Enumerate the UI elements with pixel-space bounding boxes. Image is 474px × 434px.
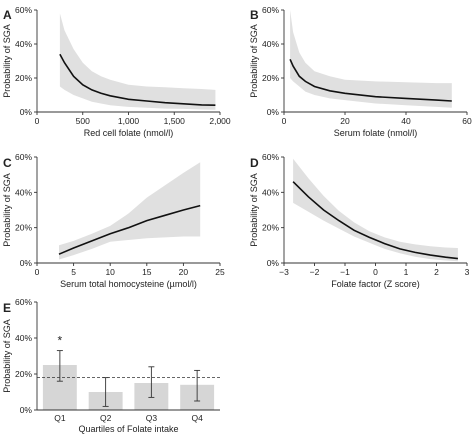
y-axis-label: Probability of SGA (2, 173, 12, 247)
x-tick-label: 3 (465, 267, 470, 277)
y-tick-label: 40% (262, 187, 279, 197)
panel-c: C 0% 20% 40% 60% 0 5 10 15 20 25 Serum total homocy… (2, 152, 225, 289)
fitted-curve (292, 181, 458, 260)
y-tick-label: 40% (15, 187, 32, 197)
x-tick-label: 20 (179, 267, 189, 277)
x-tick-label: 1 (404, 267, 409, 277)
x-tick-label: 0 (35, 267, 40, 277)
y-tick-label: 0% (267, 258, 280, 268)
fitted-curve (58, 204, 201, 255)
y-axis-label: Probability of SGA (249, 173, 259, 247)
x-tick-label: Q2 (100, 413, 112, 423)
y-tick-label: 0% (267, 107, 280, 117)
confidence-band (293, 158, 458, 262)
y-tick-label: 0% (20, 405, 33, 415)
x-tick-label: 0 (282, 116, 287, 126)
x-tick-label: −1 (340, 267, 350, 277)
x-tick-label: 15 (142, 267, 152, 277)
x-tick-label: 1,500 (164, 116, 186, 126)
x-tick-label: 10 (105, 267, 115, 277)
panel-letter: E (3, 301, 11, 315)
x-axis-label: Folate factor (Z score) (331, 279, 420, 289)
panel-b: B 0% 20% 40% 60% 0 20 40 60 Serum folate (nmol/l)… (249, 5, 472, 138)
x-tick-label: 0 (35, 116, 40, 126)
y-axis-label: Probability of SGA (2, 319, 12, 393)
y-tick-label: 0% (20, 107, 33, 117)
fitted-curve (59, 53, 216, 106)
panel-letter: A (3, 8, 12, 22)
panel-letter: B (250, 8, 259, 22)
x-tick-label: 60 (462, 116, 472, 126)
x-tick-label: −2 (310, 267, 320, 277)
y-tick-label: 20% (15, 369, 32, 379)
y-tick-label: 20% (262, 223, 279, 233)
panel-letter: D (250, 156, 259, 170)
x-tick-label: 0 (373, 267, 378, 277)
significance-marker: * (58, 334, 63, 348)
x-tick-label: Q4 (191, 413, 203, 423)
y-tick-label: 60% (15, 5, 32, 15)
y-tick-label: 20% (262, 73, 279, 83)
x-tick-label: −3 (279, 267, 289, 277)
y-tick-label: 60% (262, 5, 279, 15)
x-tick-label: Q1 (54, 413, 66, 423)
y-tick-label: 40% (262, 39, 279, 49)
x-tick-label: 20 (340, 116, 350, 126)
x-axis-label: Quartiles of Folate intake (78, 424, 178, 434)
y-tick-label: 40% (15, 39, 32, 49)
confidence-band (59, 162, 201, 260)
panel-e: E * Q1 Q2 Q3 Q4 0% 20% 40% 60% Quartiles of Folate… (2, 297, 220, 434)
y-axis-label: Probability of SGA (2, 24, 12, 98)
y-tick-label: 20% (15, 73, 32, 83)
x-tick-label: 25 (215, 267, 225, 277)
x-tick-label: 5 (71, 267, 76, 277)
x-axis-label: Serum total homocysteine (µmol/l) (60, 279, 197, 289)
panel-letter: C (3, 156, 12, 170)
fitted-curve (289, 58, 452, 102)
panel-a: A 0% 20% 40% 60% 0 500 1,000 1,500 2,000 Red cell … (2, 5, 231, 138)
confidence-band (290, 10, 452, 108)
x-tick-label: 2,000 (209, 116, 231, 126)
y-tick-label: 20% (15, 223, 32, 233)
x-tick-label: 500 (76, 116, 90, 126)
x-tick-label: 1,000 (118, 116, 140, 126)
confidence-band (59, 13, 216, 110)
x-tick-label: 40 (401, 116, 411, 126)
y-tick-label: 60% (15, 297, 32, 307)
panel-d: D 0% 20% 40% 60% −3 −2 −1 0 1 2 3 Folate factor (Z s… (249, 152, 470, 289)
y-tick-label: 40% (15, 333, 32, 343)
y-tick-label: 0% (20, 258, 33, 268)
x-axis-label: Red cell folate (nmol/l) (84, 128, 174, 138)
x-tick-label: 2 (434, 267, 439, 277)
x-axis-label: Serum folate (nmol/l) (334, 128, 418, 138)
x-tick-label: Q3 (146, 413, 158, 423)
y-axis-label: Probability of SGA (249, 24, 259, 98)
y-tick-label: 60% (262, 152, 279, 162)
y-tick-label: 60% (15, 152, 32, 162)
